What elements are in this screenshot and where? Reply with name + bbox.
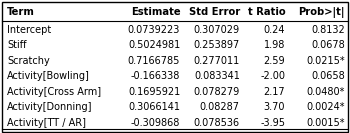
- Text: -0.309868: -0.309868: [131, 118, 180, 128]
- Text: Std Error: Std Error: [189, 7, 240, 17]
- Text: 0.277011: 0.277011: [194, 56, 240, 66]
- Text: 0.083341: 0.083341: [194, 71, 240, 81]
- Text: 2.17: 2.17: [264, 87, 285, 97]
- Text: 0.307029: 0.307029: [194, 25, 240, 35]
- Text: 2.59: 2.59: [264, 56, 285, 66]
- Text: 0.3066141: 0.3066141: [128, 102, 180, 112]
- Text: Intercept: Intercept: [7, 25, 51, 35]
- Text: Activity[Bowling]: Activity[Bowling]: [7, 71, 90, 81]
- Text: 0.253897: 0.253897: [194, 40, 240, 50]
- Text: 0.1695921: 0.1695921: [128, 87, 180, 97]
- Text: 0.0024*: 0.0024*: [306, 102, 345, 112]
- Text: 0.0658: 0.0658: [311, 71, 345, 81]
- Text: Estimate: Estimate: [131, 7, 180, 17]
- Text: Stiff: Stiff: [7, 40, 27, 50]
- Text: 0.7166785: 0.7166785: [128, 56, 180, 66]
- Text: 0.0739223: 0.0739223: [128, 25, 180, 35]
- Text: Activity[Donning]: Activity[Donning]: [7, 102, 92, 112]
- Text: Activity[Cross Arm]: Activity[Cross Arm]: [7, 87, 101, 97]
- Text: 0.0678: 0.0678: [311, 40, 345, 50]
- Text: 0.0215*: 0.0215*: [306, 56, 345, 66]
- Text: Prob>|t|: Prob>|t|: [298, 7, 345, 18]
- Text: Activity[TT / AR]: Activity[TT / AR]: [7, 118, 86, 128]
- Text: 0.0480*: 0.0480*: [306, 87, 345, 97]
- Text: 0.5024981: 0.5024981: [128, 40, 180, 50]
- Text: 0.0015*: 0.0015*: [306, 118, 345, 128]
- Text: 1.98: 1.98: [264, 40, 285, 50]
- Text: Term: Term: [7, 7, 35, 17]
- Text: 0.078279: 0.078279: [194, 87, 240, 97]
- Text: t Ratio: t Ratio: [248, 7, 285, 17]
- Text: -3.95: -3.95: [260, 118, 285, 128]
- Text: 0.078536: 0.078536: [194, 118, 240, 128]
- Text: Scratchy: Scratchy: [7, 56, 50, 66]
- Text: 0.08287: 0.08287: [200, 102, 240, 112]
- Text: 0.24: 0.24: [264, 25, 285, 35]
- Text: 3.70: 3.70: [264, 102, 285, 112]
- Text: -2.00: -2.00: [260, 71, 285, 81]
- Text: 0.8132: 0.8132: [311, 25, 345, 35]
- Text: -0.166338: -0.166338: [131, 71, 180, 81]
